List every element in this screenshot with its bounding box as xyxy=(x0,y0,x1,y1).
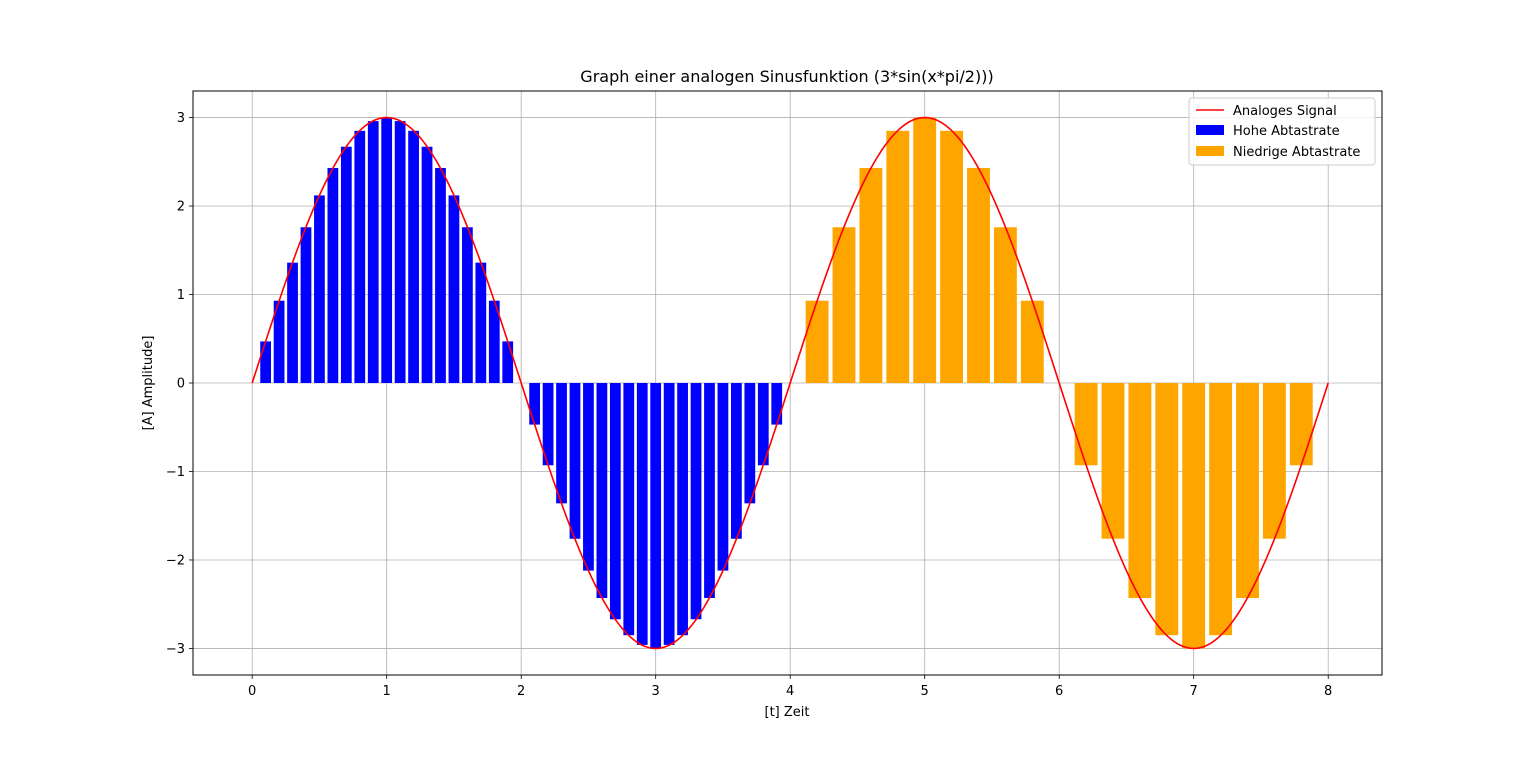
bar-high-sample xyxy=(394,121,406,384)
bar-low-sample xyxy=(993,227,1017,383)
bar-high-sample xyxy=(448,195,460,383)
bar-low-sample xyxy=(1262,383,1286,539)
x-tick-label: 7 xyxy=(1190,684,1198,699)
bar-low-sample xyxy=(1209,383,1233,636)
x-tick-label: 5 xyxy=(921,684,929,699)
bar-low-sample xyxy=(967,167,990,383)
bar-high-sample xyxy=(677,383,688,636)
legend: Analoges Signal Hohe Abtastrate Niedrige… xyxy=(1188,97,1376,166)
bar-high-sample xyxy=(704,383,715,599)
bar-high-sample xyxy=(314,195,325,383)
bar-high-sample xyxy=(435,167,446,383)
bar-high-sample xyxy=(650,383,662,649)
x-tick-label: 2 xyxy=(517,684,525,699)
bar-high-sample xyxy=(596,383,608,599)
bar-low-sample xyxy=(1101,383,1125,539)
y-tick-label: −3 xyxy=(166,642,185,657)
x-tick-label: 3 xyxy=(652,684,660,699)
bar-high-sample xyxy=(475,262,487,383)
bar-high-sample xyxy=(690,383,702,620)
bar-low-sample xyxy=(1020,300,1044,383)
bar-high-sample xyxy=(569,383,581,539)
x-tick-label: 6 xyxy=(1055,684,1063,699)
legend-swatch-high xyxy=(1196,125,1224,135)
bar-high-sample xyxy=(287,262,298,383)
bar-high-sample xyxy=(367,121,379,384)
y-tick-label: −1 xyxy=(166,465,185,480)
bar-low-sample xyxy=(1289,383,1313,466)
bar-low-sample xyxy=(1074,383,1098,466)
bar-high-sample xyxy=(340,146,352,383)
bar-high-sample xyxy=(488,300,500,383)
bar-high-sample xyxy=(731,383,742,539)
y-tick-label: 1 xyxy=(177,288,185,303)
bar-high-sample xyxy=(260,341,272,383)
x-tick-label: 8 xyxy=(1324,684,1332,699)
bar-high-sample xyxy=(354,130,366,383)
bar-low-sample xyxy=(859,167,883,383)
bar-high-sample xyxy=(273,300,285,383)
bar-low-sample xyxy=(1182,383,1206,649)
legend-label-high: Hohe Abtastrate xyxy=(1233,124,1340,139)
bar-high-sample xyxy=(502,341,514,383)
y-tick-label: 0 xyxy=(177,377,185,392)
bar-high-sample xyxy=(327,167,339,383)
analog-signal-line-layer xyxy=(251,116,1329,650)
bar-high-sample xyxy=(636,383,648,645)
legend-label-low: Niedrige Abtastrate xyxy=(1233,145,1360,160)
chart-title: Graph einer analogen Sinusfunktion (3*si… xyxy=(580,67,993,86)
bar-high-sample xyxy=(583,383,594,571)
y-axis-label: [A] Amplitude] xyxy=(141,336,156,431)
analog-signal-line xyxy=(251,116,1329,650)
legend-label-analog: Analoges Signal xyxy=(1233,104,1337,119)
bar-low-sample xyxy=(940,130,964,383)
bar-high-sample xyxy=(744,383,756,504)
bar-low-sample xyxy=(913,117,937,383)
y-tick-label: −2 xyxy=(166,553,185,568)
legend-swatch-low xyxy=(1196,146,1224,156)
bar-high-sample xyxy=(556,383,567,504)
bar-low-sample xyxy=(1236,383,1259,599)
y-tick-label: 2 xyxy=(177,200,185,215)
legend-box xyxy=(1188,97,1376,166)
bar-high-sample xyxy=(300,227,312,383)
ticks: 0 1 2 3 4 5 6 7 8 −3 −2 −1 0 1 2 3 xyxy=(166,111,1333,699)
x-tick-label: 1 xyxy=(383,684,391,699)
x-tick-label: 4 xyxy=(786,684,794,699)
bar-high-sample xyxy=(663,383,675,645)
bar-high-sample xyxy=(717,383,729,571)
x-axis-label: [t] Zeit xyxy=(765,705,810,720)
bar-high-sample xyxy=(381,117,393,383)
bar-low-sample xyxy=(1155,383,1179,636)
bars xyxy=(260,117,1313,649)
bar-high-sample xyxy=(623,383,635,636)
bar-low-sample xyxy=(886,130,910,383)
bar-high-sample xyxy=(542,383,554,466)
bar-low-sample xyxy=(1128,383,1152,599)
bar-high-sample xyxy=(609,383,621,620)
y-tick-label: 3 xyxy=(177,111,185,126)
bar-low-sample xyxy=(832,227,856,383)
bar-high-sample xyxy=(771,383,783,425)
bar-low-sample xyxy=(805,300,829,383)
bar-high-sample xyxy=(462,227,473,383)
x-tick-label: 0 xyxy=(248,684,256,699)
bar-high-sample xyxy=(421,146,433,383)
bar-high-sample xyxy=(408,130,419,383)
bar-high-sample xyxy=(529,383,541,425)
bar-high-sample xyxy=(757,383,769,466)
